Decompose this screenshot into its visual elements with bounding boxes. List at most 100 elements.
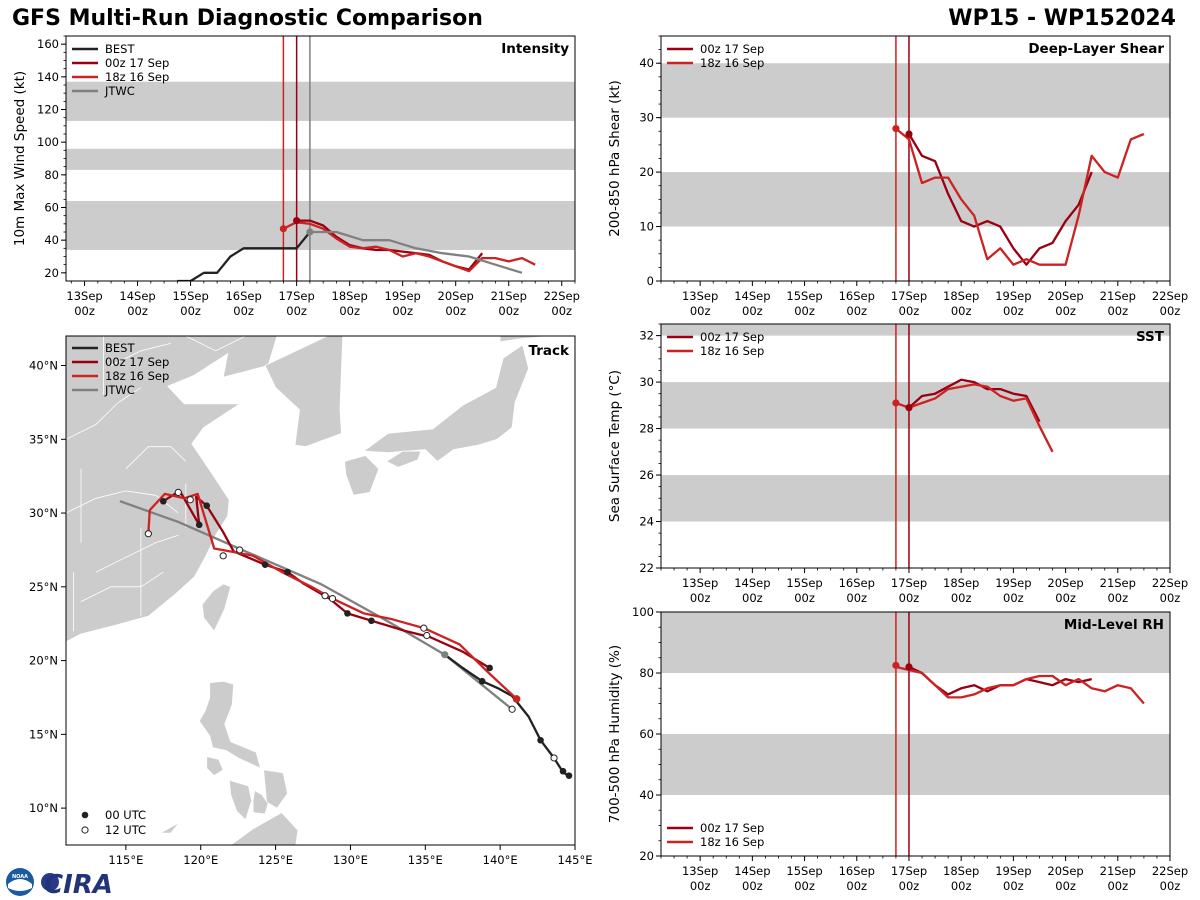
rh-series-group <box>895 665 1145 705</box>
intensity-xtick-hour-6: 00z <box>392 304 413 318</box>
shear-xtick-hour-8: 00z <box>1107 304 1128 318</box>
land-japan-kyushu <box>344 455 380 496</box>
sst-ytick-label-0: 22 <box>639 561 654 575</box>
sst-xtick-day-5: 18Sep <box>943 576 979 590</box>
cira-globe-icon <box>41 873 59 891</box>
land-border-3 <box>125 446 187 470</box>
intensity-ytick-label-2: 60 <box>44 201 59 215</box>
track-mark-12utc <box>186 496 194 504</box>
track-mark-12utc <box>423 631 431 640</box>
shear-series-run_00z_17 <box>908 133 1093 266</box>
track-legend-12utc-label: 12 UTC <box>105 823 146 837</box>
intensity-xtick-hour-9: 00z <box>551 304 572 318</box>
sst-xtick-hour-9: 00z <box>1160 591 1181 605</box>
intensity-ytick-label-5: 120 <box>37 103 59 117</box>
sst-xtick-hour-5: 00z <box>951 591 972 605</box>
track-mark-12utc <box>420 624 428 632</box>
shear-ylabel: 200-850 hPa Shear (kt) <box>607 80 623 237</box>
intensity-legend-label-0: BEST <box>105 42 135 56</box>
rh-band-1 <box>661 612 1170 673</box>
intensity-start-marker-jtwc <box>306 228 314 236</box>
intensity-ytick-label-3: 80 <box>44 168 59 182</box>
track-mark-00utc <box>344 610 351 617</box>
shear-panel: 01020304013Sep00z14Sep00z15Sep00z16Sep00… <box>607 35 1188 318</box>
land-korea <box>264 336 344 448</box>
noaa-seal-wave <box>8 879 32 891</box>
track-ytick-label-4: 30°N <box>29 506 58 520</box>
land-border-4 <box>66 387 142 440</box>
track-mark-12utc <box>321 592 329 600</box>
rh-start-marker-run_00z_17 <box>905 663 913 671</box>
intensity-xtick-day-5: 18Sep <box>332 289 368 303</box>
shear-ytick-label-3: 30 <box>639 111 654 125</box>
shear-xtick-hour-0: 00z <box>690 304 711 318</box>
track-legend-label-2: 18z 16 Sep <box>105 369 169 383</box>
intensity-panel: 2040608010012014016013Sep00z14Sep00z15Se… <box>12 35 580 318</box>
intensity-xtick-hour-1: 00z <box>127 304 148 318</box>
intensity-series-group <box>177 219 536 281</box>
intensity-ytick-label-1: 40 <box>44 233 59 247</box>
track-legend-label-0: BEST <box>105 341 135 355</box>
shear-xtick-day-3: 16Sep <box>839 289 875 303</box>
track-mark-00utc <box>195 521 203 529</box>
sst-xtick-day-7: 20Sep <box>1047 576 1083 590</box>
shear-xtick-hour-5: 00z <box>951 304 972 318</box>
sst-start-marker-run_18z_16 <box>892 399 900 407</box>
rh-xtick-hour-9: 00z <box>1160 879 1181 893</box>
sst-ylabel: Sea Surface Temp (°C) <box>607 370 623 522</box>
land-cebu-bohol <box>252 789 269 815</box>
track-xtick-label-1: 120°E <box>183 853 218 867</box>
track-mark-jtwc <box>441 651 449 659</box>
shear-ytick-label-0: 0 <box>647 274 654 288</box>
intensity-start-marker-run_18z_16 <box>279 225 287 233</box>
shear-xtick-hour-1: 00z <box>742 304 763 318</box>
intensity-series-jtwc <box>309 230 523 274</box>
shear-band-0 <box>661 172 1170 227</box>
intensity-xtick-day-8: 21Sep <box>491 289 527 303</box>
sst-xtick-hour-6: 00z <box>1003 591 1024 605</box>
land-luzon <box>198 680 262 770</box>
sst-xtick-day-8: 21Sep <box>1100 576 1136 590</box>
track-mark-12utc <box>550 754 558 762</box>
shear-band-1 <box>661 63 1170 118</box>
rh-ytick-label-3: 80 <box>639 666 654 680</box>
shear-xtick-day-1: 14Sep <box>734 289 770 303</box>
rh-ytick-label-1: 40 <box>639 788 654 802</box>
shear-ytick-label-4: 40 <box>639 56 654 70</box>
sst-ytick-label-3: 28 <box>639 422 654 436</box>
intensity-xtick-day-6: 19Sep <box>385 289 421 303</box>
intensity-xtick-day-2: 15Sep <box>172 289 208 303</box>
track-xtick-label-6: 145°E <box>558 853 593 867</box>
rh-xtick-hour-4: 00z <box>899 879 920 893</box>
rh-panel-title: Mid-Level RH <box>1064 617 1164 633</box>
sst-xtick-hour-7: 00z <box>1055 591 1076 605</box>
shear-xtick-hour-3: 00z <box>846 304 867 318</box>
rh-xtick-day-4: 17Sep <box>891 864 927 878</box>
intensity-panel-title: Intensity <box>501 41 569 57</box>
intensity-xtick-hour-2: 00z <box>180 304 201 318</box>
intensity-xtick-hour-8: 00z <box>498 304 519 318</box>
sst-xtick-day-9: 22Sep <box>1152 576 1188 590</box>
intensity-start-marker-run_00z_17 <box>293 216 301 225</box>
land-mindoro <box>206 755 224 777</box>
rh-xtick-hour-3: 00z <box>846 879 867 893</box>
sst-xtick-day-0: 13Sep <box>682 576 718 590</box>
rh-band-0 <box>661 734 1170 795</box>
rh-ytick-label-4: 100 <box>632 605 654 619</box>
intensity-series-run_18z_16 <box>282 221 536 273</box>
sst-panel-title: SST <box>1136 329 1165 345</box>
sst-ytick-label-2: 26 <box>639 468 654 482</box>
track-mark-00utc <box>559 767 567 775</box>
land-japan-hokkaido <box>499 336 554 343</box>
sst-xtick-day-6: 19Sep <box>995 576 1031 590</box>
rh-xtick-day-7: 20Sep <box>1047 864 1083 878</box>
track-mark-start <box>512 695 521 703</box>
track-ytick-label-5: 35°N <box>29 432 58 446</box>
track-xtick-label-4: 135°E <box>408 853 443 867</box>
rh-xtick-hour-0: 00z <box>690 879 711 893</box>
storm-id-title: WP15 - WP152024 <box>948 6 1176 31</box>
sst-xtick-day-2: 15Sep <box>786 576 822 590</box>
rh-series-run_18z_16 <box>895 665 1145 705</box>
shear-panel-title: Deep-Layer Shear <box>1028 41 1164 57</box>
track-mark-00utc <box>160 497 167 505</box>
